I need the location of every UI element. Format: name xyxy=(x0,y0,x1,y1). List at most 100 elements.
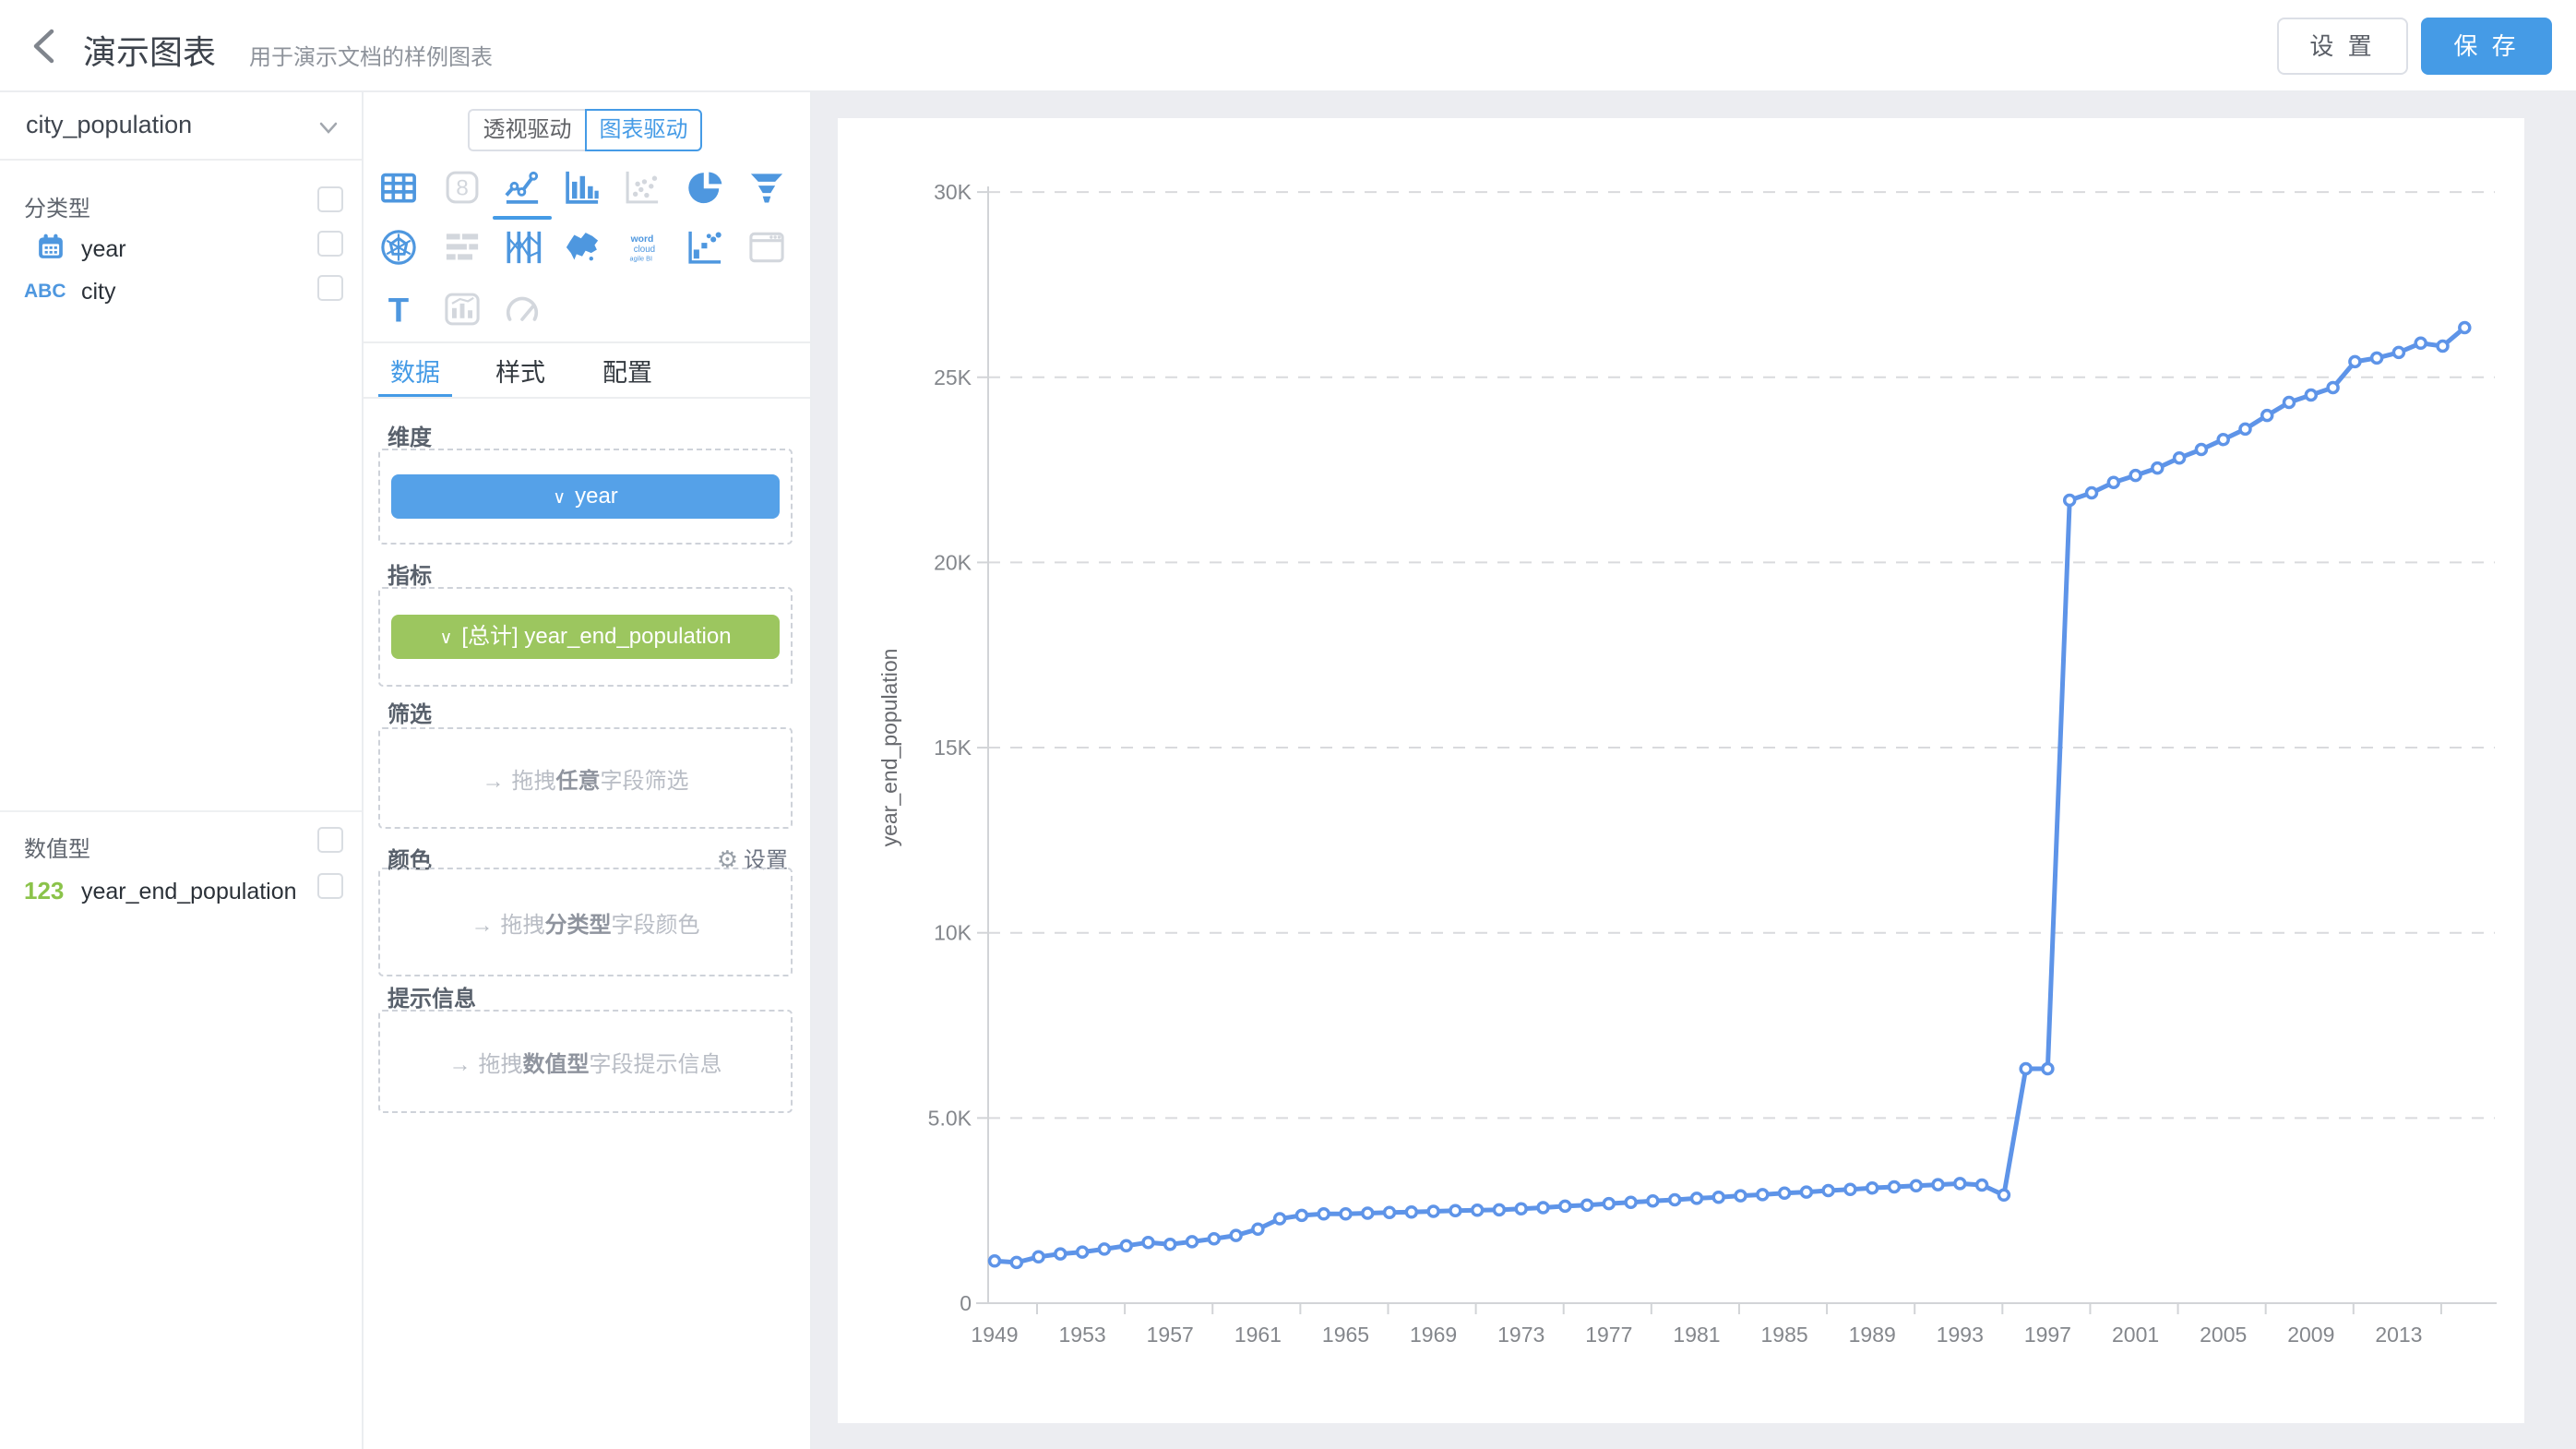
chart-type-grid: 8 word cloud agile BI T xyxy=(364,151,810,341)
dataset-selector[interactable]: city_population xyxy=(0,92,362,161)
numeric-section-checkbox[interactable] xyxy=(317,827,343,853)
divider xyxy=(364,341,810,343)
svg-text:15K: 15K xyxy=(934,736,972,760)
tab-data[interactable]: 数据 xyxy=(390,359,440,387)
header: 演示图表 用于演示文档的样例图表 设 置 保 存 xyxy=(0,0,2576,92)
arrow-right-icon: → xyxy=(471,912,494,938)
mode-pivot-driven[interactable]: 透视驱动 xyxy=(468,109,585,151)
color-dropzone[interactable]: → 拖拽分类型字段颜色 xyxy=(378,868,793,976)
field-year[interactable]: year xyxy=(81,236,126,262)
arrow-right-icon: → xyxy=(448,1051,471,1077)
svg-text:1997: 1997 xyxy=(2024,1323,2071,1347)
svg-text:2005: 2005 xyxy=(2200,1323,2247,1347)
chart-type-parallel-icon[interactable] xyxy=(502,227,543,268)
svg-text:8: 8 xyxy=(456,176,469,201)
svg-text:T: T xyxy=(388,291,409,329)
svg-text:1993: 1993 xyxy=(1937,1323,1984,1347)
tooltip-dropzone[interactable]: → 拖拽数值型字段提示信息 xyxy=(378,1010,793,1113)
metric-label: 指标 xyxy=(388,564,432,589)
text-type-icon: ABC xyxy=(24,281,66,302)
tab-style[interactable]: 样式 xyxy=(495,359,545,387)
chart-type-gantt-icon[interactable] xyxy=(442,227,483,268)
svg-text:2009: 2009 xyxy=(2287,1323,2334,1347)
svg-text:1989: 1989 xyxy=(1849,1323,1896,1347)
field-city[interactable]: city xyxy=(81,279,116,305)
svg-text:10K: 10K xyxy=(934,921,972,945)
tooltip-label: 提示信息 xyxy=(388,987,476,1012)
numeric-type-icon: 123 xyxy=(24,877,65,904)
chart-type-bar-icon[interactable] xyxy=(562,167,602,208)
svg-text:cloud: cloud xyxy=(634,245,655,255)
tooltip-placeholder: → 拖拽数值型字段提示信息 xyxy=(448,1051,722,1077)
svg-text:2001: 2001 xyxy=(2112,1323,2159,1347)
field-year-checkbox[interactable] xyxy=(317,231,343,257)
chart-type-word-cloud-icon[interactable]: word cloud agile BI xyxy=(622,227,662,268)
chart-canvas-backdrop: 0 5.0K 10K 15K 20K 25K 30K 1949 1953 1957 1961 1965… xyxy=(812,92,2576,1449)
field-city-checkbox[interactable] xyxy=(317,275,343,301)
chevron-down-icon: ∨ xyxy=(439,629,453,648)
svg-text:0: 0 xyxy=(960,1291,972,1315)
chart-type-map-icon[interactable] xyxy=(562,227,602,268)
filter-placeholder: → 拖拽任意字段筛选 xyxy=(482,768,689,794)
chart-card: 0 5.0K 10K 15K 20K 25K 30K 1949 1953 1957 1961 1965… xyxy=(838,118,2524,1423)
gear-icon: ⚙ xyxy=(716,845,738,873)
mode-toggle: 透视驱动 图表驱动 xyxy=(468,109,702,151)
svg-text:30K: 30K xyxy=(934,180,972,204)
divider xyxy=(364,397,810,399)
settings-button[interactable]: 设 置 xyxy=(2277,18,2408,75)
chart-type-text-icon[interactable]: T xyxy=(378,289,419,329)
svg-text:word: word xyxy=(630,234,654,245)
category-section-label: 分类型 xyxy=(24,197,90,222)
field-year-end-population-checkbox[interactable] xyxy=(317,873,343,899)
svg-text:1961: 1961 xyxy=(1234,1323,1282,1347)
save-button[interactable]: 保 存 xyxy=(2421,18,2552,75)
back-icon[interactable] xyxy=(24,24,68,68)
chevron-down-icon: ∨ xyxy=(553,488,566,508)
chart-type-funnel-icon[interactable] xyxy=(746,167,787,208)
svg-text:5.0K: 5.0K xyxy=(928,1106,972,1130)
svg-text:2013: 2013 xyxy=(2375,1323,2422,1347)
chart-type-line-icon[interactable] xyxy=(502,167,543,208)
chart-type-quadrant-icon[interactable] xyxy=(685,227,725,268)
svg-text:1977: 1977 xyxy=(1585,1323,1632,1347)
chart-type-indicator-icon[interactable]: 8 xyxy=(442,167,483,208)
page-title: 演示图表 xyxy=(83,33,217,71)
selected-chart-type-underline xyxy=(493,216,552,220)
field-year-end-population[interactable]: year_end_population xyxy=(81,879,297,904)
metric-dropzone[interactable]: ∨ [总计] year_end_population xyxy=(378,587,793,687)
chart-type-gauge-icon[interactable] xyxy=(502,289,543,329)
svg-text:25K: 25K xyxy=(934,365,972,389)
chart-type-mix-icon[interactable] xyxy=(442,289,483,329)
filter-label: 筛选 xyxy=(388,702,432,727)
svg-text:year_end_population: year_end_population xyxy=(877,649,901,847)
svg-text:20K: 20K xyxy=(934,550,972,574)
dimension-label: 维度 xyxy=(388,425,432,450)
mode-chart-driven[interactable]: 图表驱动 xyxy=(585,109,702,151)
svg-text:agile BI: agile BI xyxy=(630,255,652,263)
metric-chip-year-end-population[interactable]: ∨ [总计] year_end_population xyxy=(391,615,780,659)
chart-type-pie-icon[interactable] xyxy=(685,167,725,208)
filter-dropzone[interactable]: → 拖拽任意字段筛选 xyxy=(378,727,793,829)
svg-text:1969: 1969 xyxy=(1410,1323,1457,1347)
active-tab-underline xyxy=(378,394,452,398)
svg-text:1985: 1985 xyxy=(1761,1323,1808,1347)
dataset-sidebar: city_population 分类型 year ABC city 数值型 12… xyxy=(0,92,364,1449)
svg-text:1949: 1949 xyxy=(971,1323,1018,1347)
chart-type-radar-icon[interactable] xyxy=(378,227,419,268)
dimension-chip-year[interactable]: ∨ year xyxy=(391,474,780,519)
chart-type-iframe-icon[interactable] xyxy=(746,227,787,268)
numeric-section-label: 数值型 xyxy=(24,837,90,862)
section-divider xyxy=(0,810,362,812)
arrow-right-icon: → xyxy=(482,768,505,794)
chart-type-scatter-icon[interactable] xyxy=(622,167,662,208)
chart-type-table-icon[interactable] xyxy=(378,167,419,208)
category-section-checkbox[interactable] xyxy=(317,186,343,212)
line-chart: 0 5.0K 10K 15K 20K 25K 30K 1949 1953 1957 1961 1965… xyxy=(877,180,2497,1347)
calendar-icon xyxy=(37,233,65,260)
dimension-dropzone[interactable]: ∨ year xyxy=(378,449,793,545)
svg-text:1981: 1981 xyxy=(1673,1323,1720,1347)
color-placeholder: → 拖拽分类型字段颜色 xyxy=(471,912,700,938)
tab-config[interactable]: 配置 xyxy=(602,359,652,387)
svg-text:1973: 1973 xyxy=(1497,1323,1544,1347)
svg-text:1953: 1953 xyxy=(1059,1323,1106,1347)
